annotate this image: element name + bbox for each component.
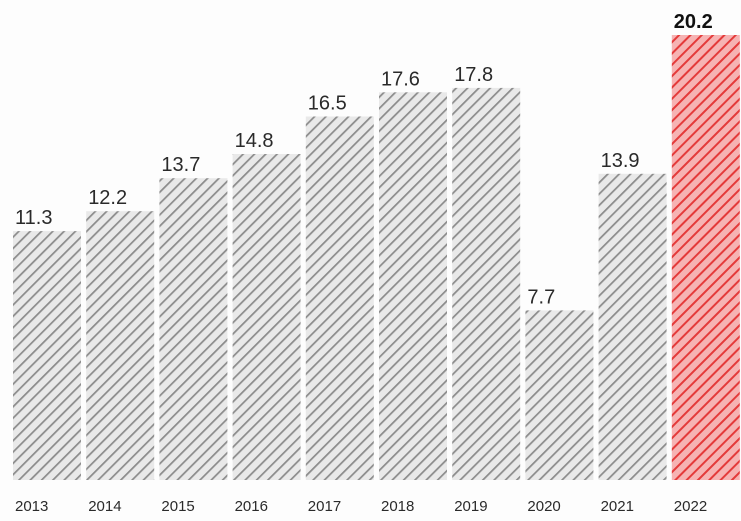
bar-2014 [86,211,155,480]
value-label-2020: 7.7 [527,286,555,308]
bar-2016 [232,154,301,480]
bars-group [13,35,740,481]
tick-label-2016: 2016 [235,498,268,515]
value-labels-group: 11.3 12.2 13.7 14.8 16.5 17.6 17.8 7.7 13.9 20.2 [15,11,713,308]
bar-2017 [305,116,374,480]
tick-label-2021: 2021 [601,498,634,515]
bar-2019 [452,87,521,481]
value-label-2014: 12.2 [88,187,127,209]
bar-2018 [379,92,447,481]
value-label-2013: 11.3 [15,207,52,229]
value-label-2017: 16.5 [308,93,347,115]
tick-label-2020: 2020 [527,498,560,515]
tick-label-2017: 2017 [308,498,341,515]
value-label-2022: 20.2 [674,11,713,33]
tick-label-2022: 2022 [674,498,707,515]
tick-label-2014: 2014 [88,498,121,515]
value-label-2015: 13.7 [161,154,200,176]
tick-label-2015: 2015 [161,498,194,515]
value-label-2019: 17.8 [454,64,493,86]
value-label-2021: 13.9 [601,150,640,172]
x-axis-tick-labels: 2013 2014 2015 2016 2017 2018 2019 2020 2021 2022 [15,498,707,515]
bar-2021 [598,173,667,481]
bar-2013 [13,231,81,480]
tick-label-2013: 2013 [15,498,48,515]
value-label-2016: 14.8 [235,130,274,152]
bar-2015 [159,178,228,480]
tick-label-2019: 2019 [454,498,487,515]
bar-2020 [525,310,594,480]
tick-label-2018: 2018 [381,498,414,515]
bar-2022 [671,35,740,480]
value-label-2018: 17.6 [381,68,420,90]
